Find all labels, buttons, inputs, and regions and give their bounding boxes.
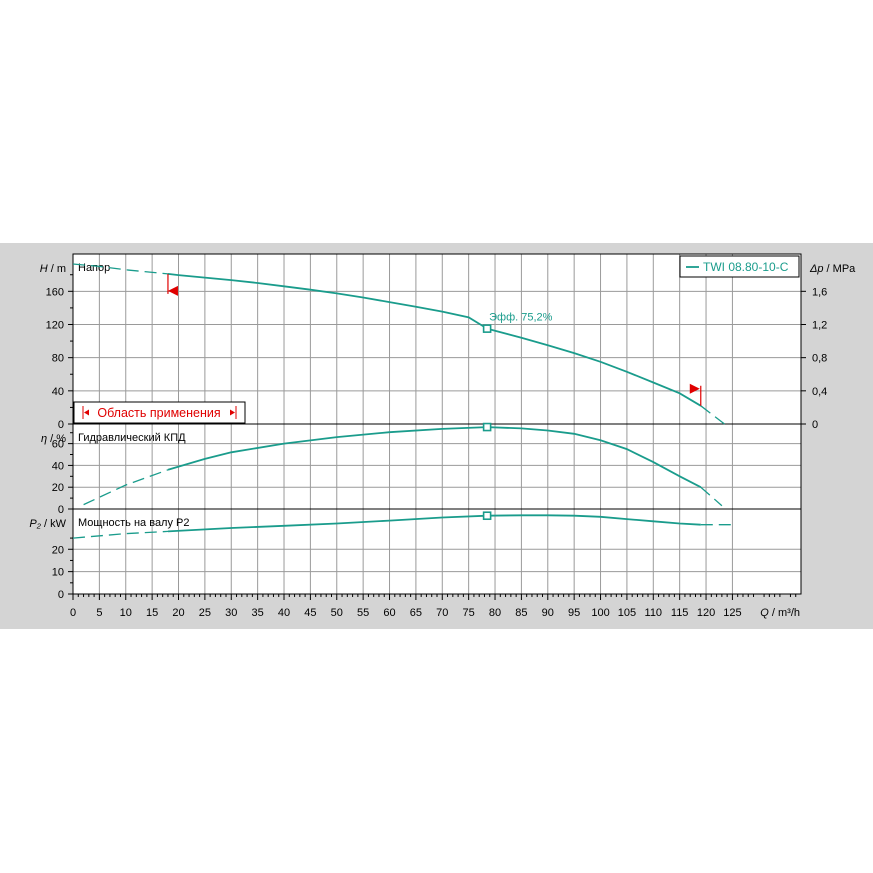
legend-frame — [679, 255, 800, 278]
x-tick-label: 35 — [252, 607, 264, 619]
panel-label: Гидравлический КПД — [78, 432, 186, 444]
legend: TWI 08.80-10-C — [679, 255, 800, 278]
legend-label: TWI 08.80-10-C — [703, 260, 789, 274]
curve-solid — [167, 273, 702, 407]
y-tick-label: 0 — [58, 504, 64, 516]
curves — [73, 263, 733, 539]
x-tick-label: 40 — [278, 607, 290, 619]
x-tick-label: 125 — [723, 607, 741, 619]
y-axis-title: P₂ / kW — [29, 518, 66, 530]
x-tick-label: 30 — [225, 607, 237, 619]
y-axis-title: η / % — [41, 433, 66, 445]
x-tick-label: 60 — [383, 607, 395, 619]
range-min-flag — [167, 285, 178, 296]
right-y-tick-label: 1,6 — [812, 286, 827, 298]
right-y-tick-label: 1,2 — [812, 319, 827, 331]
y-tick-label: 80 — [52, 353, 64, 365]
range-max-flag — [689, 383, 700, 394]
x-tick-label: 20 — [172, 607, 184, 619]
y-tick-label: 40 — [52, 460, 64, 472]
y-tick-label: 0 — [58, 589, 64, 601]
x-tick-label: 25 — [199, 607, 211, 619]
application-range-frame — [73, 401, 246, 424]
curve-dashed-low — [73, 530, 169, 539]
x-tick-label: 75 — [463, 607, 475, 619]
x-tick-label: 110 — [645, 607, 663, 619]
y-tick-label: 60 — [52, 439, 64, 451]
x-tick-label: 90 — [542, 607, 554, 619]
x-tick-label: 5 — [96, 607, 102, 619]
y-axis-title: H / m — [40, 263, 66, 275]
bep-marker — [482, 511, 492, 521]
y-tick-label: 10 — [52, 567, 64, 579]
x-tick-label: 85 — [515, 607, 527, 619]
x-tick-label: 65 — [410, 607, 422, 619]
y-tick-label: 20 — [52, 544, 64, 556]
bep-marker — [482, 324, 492, 333]
y-tick-label: 0 — [58, 419, 64, 431]
curve-solid — [167, 514, 701, 533]
axes: 0 40 80 120 160 0 0,4 0,8 1,2 1,6 Δp / MPa H / m Нап… — [29, 253, 856, 619]
x-tick-label: 55 — [357, 607, 369, 619]
panel-label: Напор — [78, 262, 110, 274]
right-y-tick-label: 0,4 — [812, 386, 827, 398]
x-axis-title: Q / m³/h — [760, 607, 800, 619]
bep-label: Эфф. 75,2% — [489, 312, 553, 324]
curve-solid — [167, 426, 702, 488]
x-tick-label: 15 — [146, 607, 158, 619]
right-y-tick-label: 0,8 — [812, 353, 827, 365]
right-axis-title: Δp / MPa — [809, 263, 856, 275]
application-range-label: Область применения — [97, 406, 220, 420]
range-box-right-arrow — [230, 409, 235, 416]
x-tick-label: 0 — [70, 607, 76, 619]
curve-dashed-low — [73, 263, 169, 275]
x-tick-label: 120 — [697, 607, 715, 619]
y-tick-label: 160 — [46, 286, 64, 298]
curve-dashed-high — [700, 486, 723, 507]
bep-marker — [482, 422, 492, 432]
x-tick-label: 45 — [304, 607, 316, 619]
application-range-box: Область применения — [73, 401, 246, 424]
right-y-tick-label: 0 — [812, 419, 818, 431]
y-tick-label: 120 — [46, 319, 64, 331]
x-tick-label: 95 — [568, 607, 580, 619]
curve-dashed-high — [700, 405, 725, 425]
x-tick-label: 50 — [331, 607, 343, 619]
x-tick-label: 115 — [671, 607, 689, 619]
overlay: Эфф. 75,2% Область применения TWI 08.80-10… — [73, 255, 800, 521]
x-tick-label: 100 — [591, 607, 609, 619]
y-tick-label: 20 — [52, 482, 64, 494]
range-box-left-arrow — [84, 409, 89, 416]
panel-label: Мощность на валу P2 — [78, 517, 190, 529]
curve-dashed-low — [83, 469, 169, 506]
y-tick-label: 40 — [52, 386, 64, 398]
x-tick-label: 105 — [618, 607, 636, 619]
x-tick-label: 80 — [489, 607, 501, 619]
x-tick-label: 10 — [120, 607, 132, 619]
x-tick-label: 70 — [436, 607, 448, 619]
